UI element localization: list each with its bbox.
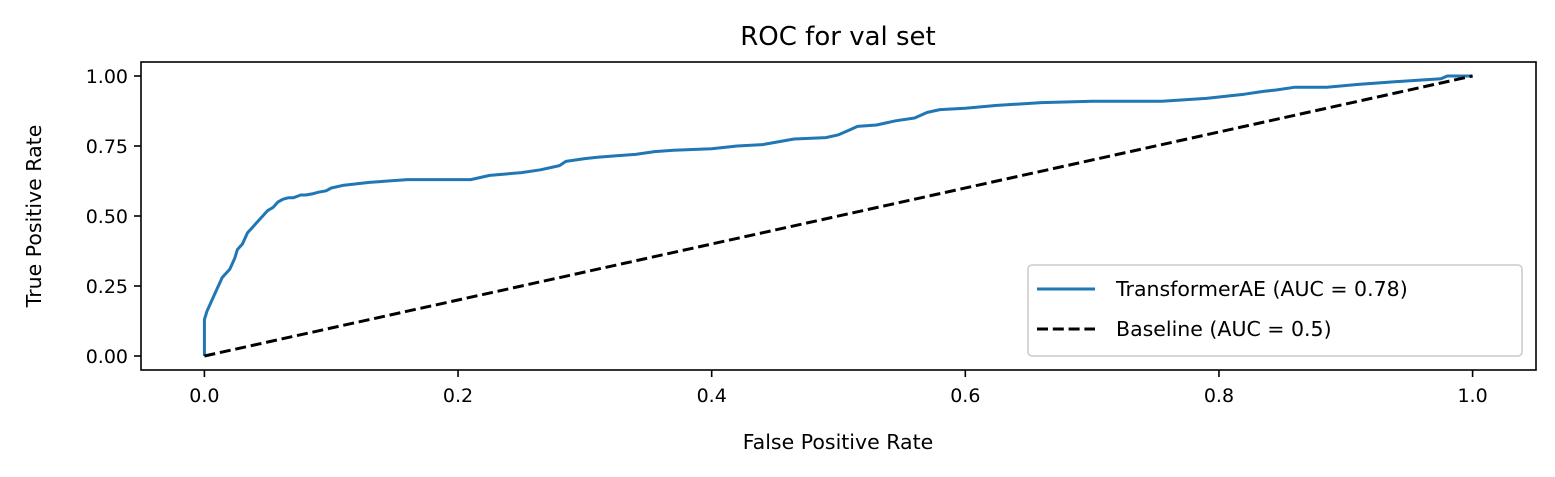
legend-label-transformerae: TransformerAE (AUC = 0.78): [1115, 277, 1408, 301]
chart-title: ROC for val set: [740, 22, 936, 52]
legend-label-baseline: Baseline (AUC = 0.5): [1116, 317, 1332, 341]
legend-box: [1027, 264, 1523, 357]
x-axis-label: False Positive Rate: [743, 430, 934, 454]
x-tick-label: 0.6: [950, 385, 980, 407]
series-line-transformerae: [202, 74, 1473, 356]
plot-area: 0.0 0.2 0.4 0.6 0.8 1.0 0.00 0.25 0.50 0.75 1.00: [86, 61, 1537, 407]
x-tick-label: 1.0: [1457, 385, 1487, 407]
y-axis-label: True Positive Rate: [22, 125, 46, 309]
y-tick-label: 1.00: [86, 66, 128, 88]
x-tick-label: 0.2: [443, 385, 473, 407]
series-line-baseline: [204, 74, 1473, 358]
y-tick-label: 0.00: [86, 346, 128, 368]
x-tick-label: 0.4: [697, 385, 727, 407]
x-tick-label: 0.8: [1204, 385, 1234, 407]
y-tick-label: 0.50: [86, 206, 128, 228]
legend: TransformerAE (AUC = 0.78) Baseline (AUC …: [1027, 264, 1523, 357]
y-tick-label: 0.75: [86, 136, 128, 158]
x-tick-label: 0.0: [189, 385, 219, 407]
y-tick-label: 0.25: [86, 276, 128, 298]
